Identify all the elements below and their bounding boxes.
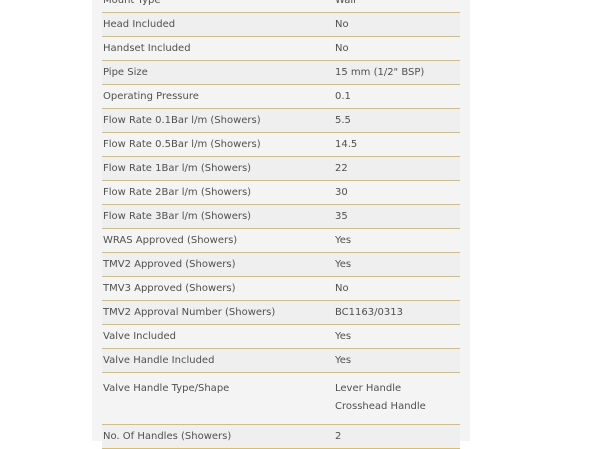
spec-value-line: 15 mm (1/2" BSP) [335, 67, 425, 78]
spec-value: Yes [335, 325, 460, 348]
spec-label: Flow Rate 2Bar l/m (Showers) [103, 187, 252, 198]
spec-value-line: Yes [335, 355, 352, 366]
spec-value-line: No [335, 43, 349, 54]
spec-row: Mount Type Wall [102, 0, 460, 13]
spec-label: Mount Type [103, 0, 161, 6]
spec-value-line: BC1163/0313 [335, 307, 403, 318]
spec-table: Mount Type Wall Head Included No Handset Inc… [102, 0, 460, 449]
spec-row: Flow Rate 3Bar l/m (Showers) 35 [102, 205, 460, 229]
spec-value-line: 0.1 [335, 91, 351, 102]
spec-row: TMV3 Approved (Showers) No [102, 277, 460, 301]
spec-label: Head Included [103, 19, 176, 30]
spec-label: Valve Handle Type/Shape [103, 383, 230, 394]
spec-label: Flow Rate 3Bar l/m (Showers) [103, 211, 252, 222]
spec-row: Flow Rate 1Bar l/m (Showers) 22 [102, 157, 460, 181]
spec-row: Operating Pressure 0.1 [102, 85, 460, 109]
spec-value: 22 [335, 157, 460, 180]
spec-value-line: 30 [335, 187, 348, 198]
spec-label: Valve Handle Included [103, 355, 215, 366]
spec-value: No [335, 13, 460, 36]
spec-row: TMV2 Approval Number (Showers) BC1163/031… [102, 301, 460, 325]
spec-value: 15 mm (1/2" BSP) [335, 61, 460, 84]
spec-row: Valve Included Yes [102, 325, 460, 349]
spec-value-line: Yes [335, 259, 352, 270]
spec-value: Yes [335, 253, 460, 276]
spec-label: TMV2 Approval Number (Showers) [103, 307, 276, 318]
spec-label: Flow Rate 1Bar l/m (Showers) [103, 163, 252, 174]
spec-label: TMV3 Approved (Showers) [103, 283, 236, 294]
spec-value: 14.5 [335, 133, 460, 156]
spec-row: Handset Included No [102, 37, 460, 61]
spec-value-line: Crosshead Handle [335, 401, 426, 412]
spec-value: No [335, 37, 460, 60]
spec-row: Valve Handle Included Yes [102, 349, 460, 373]
spec-value: BC1163/0313 [335, 301, 460, 324]
spec-label: Operating Pressure [103, 91, 199, 102]
spec-value: Lever Handle Crosshead Handle [335, 380, 460, 416]
spec-label: Pipe Size [103, 67, 148, 78]
spec-value-line: 2 [335, 431, 342, 442]
spec-value-line: Yes [335, 331, 352, 342]
spec-value-line: Lever Handle [335, 383, 402, 394]
spec-row: No. Of Handles (Showers) 2 [102, 425, 460, 449]
spec-label: TMV2 Approved (Showers) [103, 259, 236, 270]
spec-value-line: Yes [335, 235, 352, 246]
spec-row: Flow Rate 2Bar l/m (Showers) 30 [102, 181, 460, 205]
spec-value-line: Wall [335, 0, 356, 6]
spec-row: Pipe Size 15 mm (1/2" BSP) [102, 61, 460, 85]
spec-label: WRAS Approved (Showers) [103, 235, 238, 246]
spec-value-line: 5.5 [335, 115, 351, 126]
spec-value: 0.1 [335, 85, 460, 108]
spec-value: 2 [335, 425, 460, 448]
spec-label: Valve Included [103, 331, 176, 342]
spec-row: Flow Rate 0.1Bar l/m (Showers) 5.5 [102, 109, 460, 133]
spec-row: Head Included No [102, 13, 460, 37]
spec-row: Valve Handle Type/Shape Lever Handle Cross… [102, 373, 460, 425]
spec-value: No [335, 277, 460, 300]
spec-value: Yes [335, 229, 460, 252]
spec-row: TMV2 Approved (Showers) Yes [102, 253, 460, 277]
spec-value-line: 35 [335, 211, 348, 222]
spec-label: No. Of Handles (Showers) [103, 431, 232, 442]
spec-value-line: 14.5 [335, 139, 358, 150]
spec-value-line: No [335, 283, 349, 294]
spec-label: Flow Rate 0.5Bar l/m (Showers) [103, 139, 261, 150]
spec-value: Yes [335, 349, 460, 372]
spec-value-line: No [335, 19, 349, 30]
spec-row: WRAS Approved (Showers) Yes [102, 229, 460, 253]
spec-value: 5.5 [335, 109, 460, 132]
spec-value: 30 [335, 181, 460, 204]
spec-value: 35 [335, 205, 460, 228]
spec-label: Handset Included [103, 43, 191, 54]
spec-row: Flow Rate 0.5Bar l/m (Showers) 14.5 [102, 133, 460, 157]
spec-value-line: 22 [335, 163, 348, 174]
spec-label: Flow Rate 0.1Bar l/m (Showers) [103, 115, 261, 126]
spec-value: Wall [335, 0, 460, 12]
